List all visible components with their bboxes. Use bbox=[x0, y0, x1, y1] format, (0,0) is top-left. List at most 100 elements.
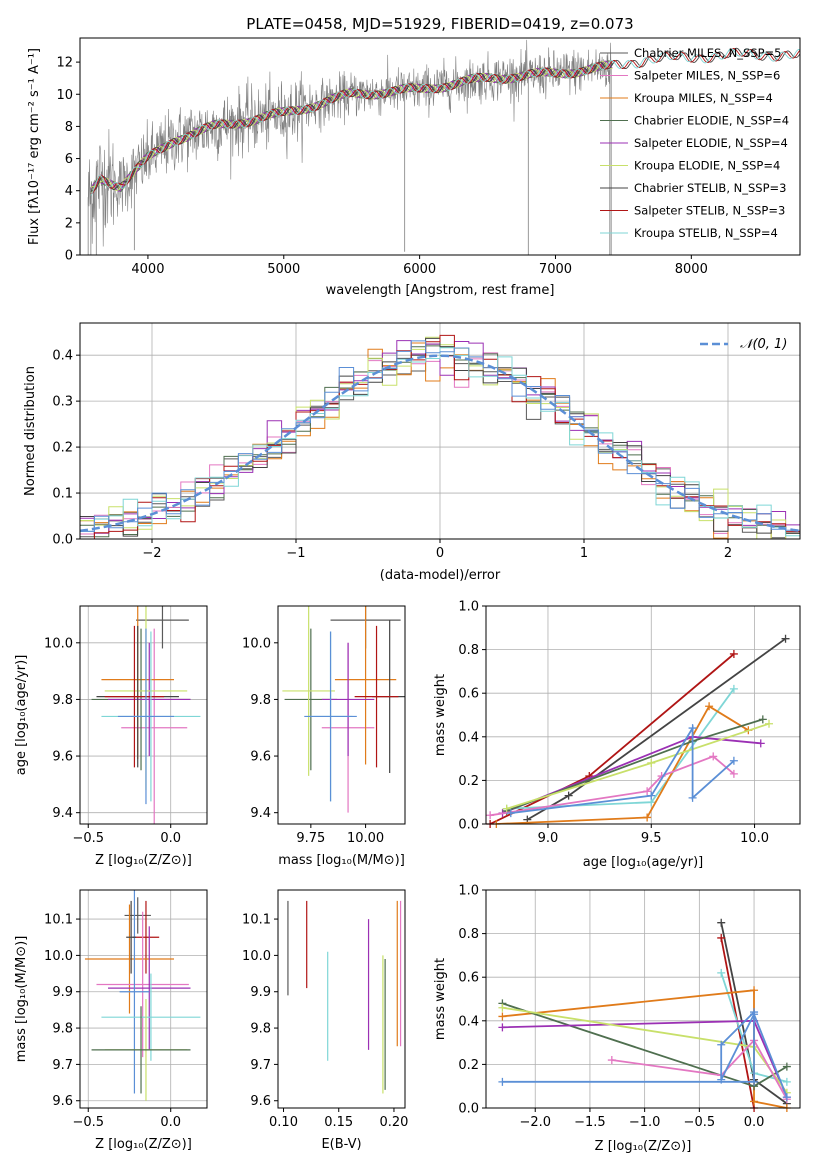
errorbar-chabrier_miles bbox=[124, 897, 151, 934]
y-tick-label: 4 bbox=[65, 184, 73, 199]
y-tick-label: 0.0 bbox=[458, 818, 479, 833]
y-tick-label: 6 bbox=[65, 152, 73, 167]
y-tick-label: 9.6 bbox=[52, 750, 73, 765]
series-salpeter_miles-marker bbox=[643, 787, 652, 796]
x-tick-label: 0.20 bbox=[379, 1115, 408, 1130]
model-salpeter_stelib-line bbox=[90, 48, 800, 195]
errorbar-blue_series bbox=[117, 628, 175, 805]
series-blue_series-line bbox=[510, 724, 735, 814]
y-tick-label: 0.2 bbox=[458, 774, 479, 789]
mass_vs_Z-y-axis-label: mass [log₁₀(M/M⊙)] bbox=[14, 936, 29, 1063]
mass_weight_vs_age-frame bbox=[485, 605, 801, 825]
series-kroupa_miles-marker bbox=[643, 813, 652, 822]
series-blue_series-marker bbox=[647, 791, 656, 800]
spectrum-frame bbox=[79, 37, 801, 256]
mass_weight_vs_Z-axes: −2.0 −1.5 −1.0 −0.5 0.0 0.0 0.2 0.4 0.6 0.8 1.0 bbox=[458, 884, 800, 1130]
errorbar-salpeter_miles bbox=[96, 911, 189, 1058]
x-tick-label: 10.0 bbox=[740, 831, 769, 846]
errorbar-blue_series bbox=[304, 631, 357, 802]
series-chabrier_stelib-marker bbox=[781, 634, 790, 643]
legend-entry-label: Kroupa MILES, N_SSP=4 bbox=[634, 91, 773, 105]
x-tick-label: 9.0 bbox=[538, 831, 559, 846]
x-tick-label: −1.5 bbox=[574, 1115, 606, 1130]
y-tick-label: 0.0 bbox=[52, 533, 73, 548]
spectrum-title: PLATE=0458, MJD=51929, FIBERID=0419, z=0… bbox=[246, 15, 633, 33]
mass_vs_Z-frame bbox=[79, 889, 208, 1109]
x-tick-label: 7000 bbox=[539, 262, 572, 277]
series-salpeter_elodie-marker bbox=[498, 1023, 507, 1032]
y-tick-label: 0.1 bbox=[52, 487, 73, 502]
legend-entry-label: Chabrier ELODIE, N_SSP=4 bbox=[634, 114, 789, 128]
y-tick-label: 9.6 bbox=[250, 750, 271, 765]
y-tick-label: 0.2 bbox=[52, 441, 73, 456]
mass_weight_vs_age-y-axis-label: mass weight bbox=[433, 674, 448, 756]
mass_weight_vs_Z-y-axis-label: mass weight bbox=[433, 958, 448, 1040]
errorbar-chabrier_elodie bbox=[91, 1006, 191, 1094]
y-tick-label: 0 bbox=[65, 249, 73, 264]
y-tick-label: 10.0 bbox=[44, 949, 73, 964]
y-tick-label: 9.8 bbox=[52, 693, 73, 708]
model-kroupa_stelib-line bbox=[90, 48, 800, 196]
series-kroupa_miles-marker bbox=[750, 986, 759, 995]
y-tick-label: 0.6 bbox=[458, 971, 479, 986]
x-tick-label: 2 bbox=[724, 546, 732, 561]
series-blue_series-marker bbox=[750, 1077, 759, 1086]
series-salpeter_miles-line bbox=[611, 1038, 788, 1100]
series-blue_series-marker bbox=[729, 756, 738, 765]
errorbar-salpeter_stelib bbox=[354, 625, 399, 768]
age_vs_Z-x-axis-label: Z [log₁₀(Z/Z⊙)] bbox=[95, 853, 192, 868]
series-kroupa_stelib-marker bbox=[782, 1077, 791, 1086]
y-tick-label: 1.0 bbox=[458, 884, 479, 899]
y-tick-label: 9.8 bbox=[250, 693, 271, 708]
x-tick-label: 8000 bbox=[675, 262, 708, 277]
y-tick-label: 2 bbox=[65, 216, 73, 231]
series-chabrier_stelib-marker bbox=[564, 791, 573, 800]
y-tick-label: 0.3 bbox=[52, 395, 73, 410]
y-tick-label: 8 bbox=[65, 120, 73, 135]
age_vs_mass-frame bbox=[277, 605, 406, 825]
model-kroupa_elodie-line bbox=[90, 61, 613, 191]
y-tick-label: 10.0 bbox=[242, 949, 271, 964]
errorbar-salpeter_elodie bbox=[108, 642, 191, 757]
series-chabrier_elodie-marker bbox=[758, 715, 767, 724]
series-blue_series-marker bbox=[717, 1075, 726, 1084]
model-chabrier_stelib-line bbox=[90, 47, 800, 191]
series-salpeter_miles-marker bbox=[709, 752, 718, 761]
errorbar-salpeter_stelib bbox=[132, 900, 160, 974]
series-chabrier_stelib-marker bbox=[717, 918, 726, 927]
errorbar-salpeter_stelib bbox=[104, 625, 165, 768]
x-tick-label: 10.00 bbox=[347, 831, 384, 846]
series-kroupa_miles-marker bbox=[705, 702, 714, 711]
x-tick-label: −0.5 bbox=[72, 1115, 104, 1130]
x-tick-label: 5000 bbox=[267, 262, 300, 277]
y-tick-label: 9.8 bbox=[52, 1022, 73, 1037]
series-salpeter_stelib-marker bbox=[717, 933, 726, 942]
errorbar-kroupa_elodie bbox=[282, 606, 335, 776]
age_vs_Z-y-axis-label: age [log₁₀(age/yr)] bbox=[14, 655, 29, 776]
errorbar-chabrier_miles bbox=[136, 606, 189, 649]
series-blue_series-marker bbox=[688, 724, 697, 733]
errorbar-salpeter_elodie bbox=[321, 642, 375, 757]
x-tick-label: 1 bbox=[580, 546, 588, 561]
errorbar-salpeter_miles bbox=[121, 628, 188, 824]
y-tick-label: 10 bbox=[56, 88, 73, 103]
series-blue_series-marker bbox=[506, 809, 515, 818]
age_vs_mass-x-axis-label: mass [log₁₀(M/M⊙)] bbox=[278, 853, 405, 868]
legend-entry-label: Salpeter STELIB, N_SSP=3 bbox=[634, 204, 785, 218]
x-tick-label: 0.0 bbox=[744, 1115, 765, 1130]
x-tick-label: 0.15 bbox=[324, 1115, 353, 1130]
x-tick-label: −2 bbox=[142, 546, 161, 561]
spectrum-axes: 4000 5000 6000 7000 8000 0 2 4 6 8 10 12 bbox=[56, 56, 707, 277]
series-salpeter_elodie-line bbox=[502, 735, 761, 814]
mass_vs_EBV-x-axis-label: E(B-V) bbox=[321, 1137, 361, 1152]
errorbar-kroupa_miles bbox=[334, 606, 397, 765]
y-tick-label: 0.4 bbox=[458, 1014, 479, 1029]
series-salpeter_miles-marker bbox=[607, 1056, 616, 1065]
residuals-y-axis-label: Normed distribution bbox=[23, 366, 38, 496]
y-tick-label: 9.6 bbox=[250, 1094, 271, 1109]
y-tick-label: 1.0 bbox=[458, 600, 479, 615]
y-tick-label: 10.1 bbox=[242, 913, 271, 928]
y-tick-label: 9.4 bbox=[52, 806, 73, 821]
y-tick-label: 9.7 bbox=[52, 1058, 73, 1073]
